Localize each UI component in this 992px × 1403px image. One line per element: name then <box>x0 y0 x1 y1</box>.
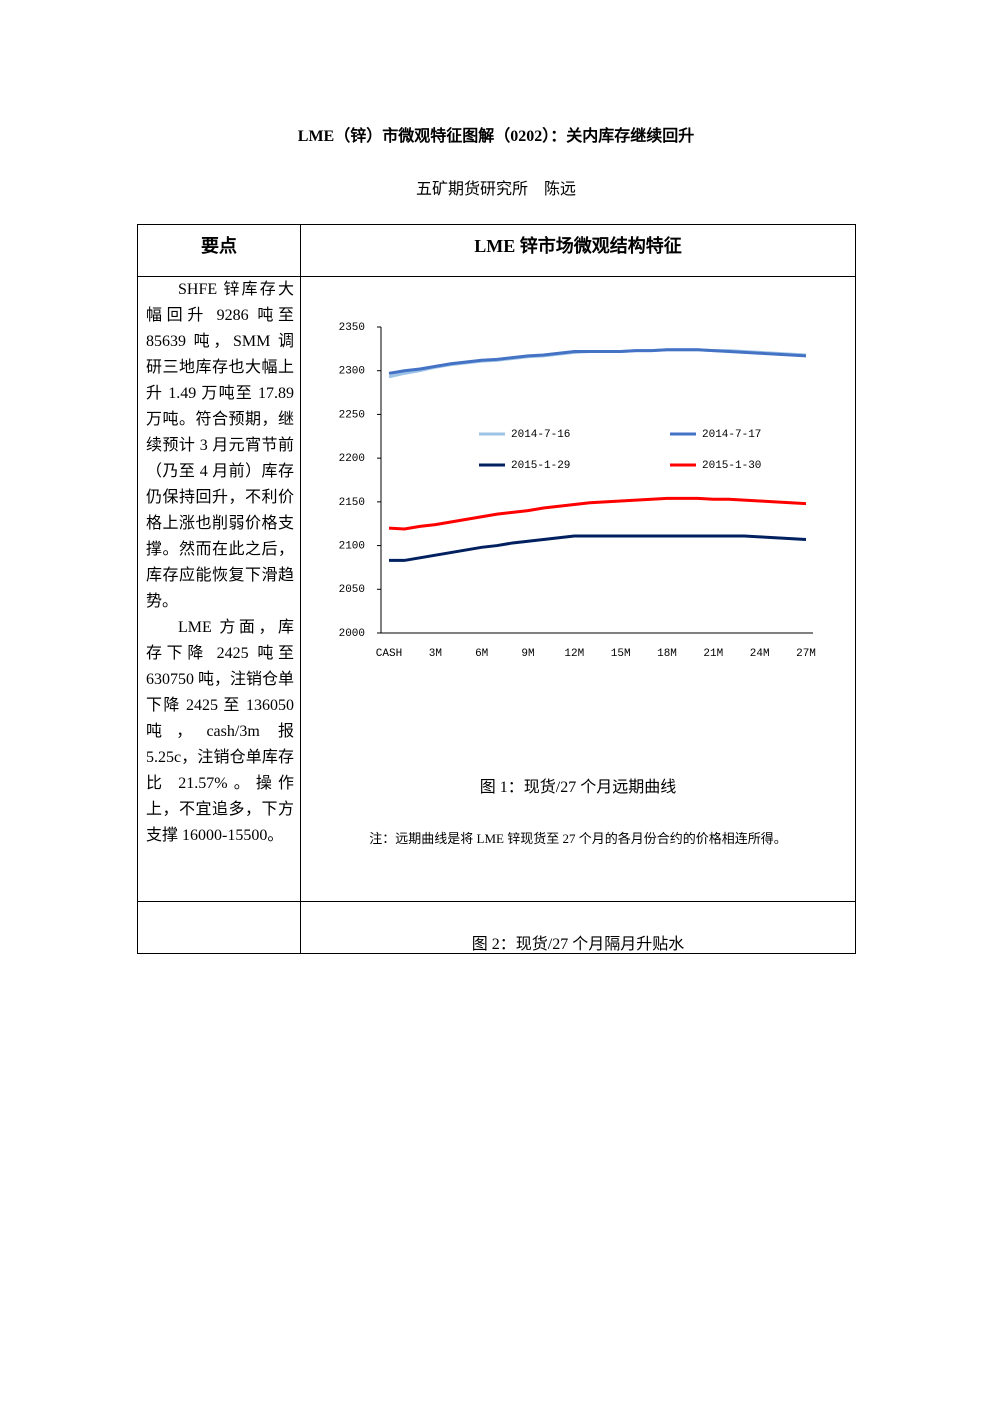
column-header: 要点 <box>201 236 237 256</box>
legend-label: 2014-7-16 <box>511 429 570 441</box>
y-tick-label: 2250 <box>339 409 365 421</box>
legend-label: 2015-1-30 <box>702 460 761 472</box>
series-line <box>389 534 807 562</box>
x-tick-label: 3M <box>429 648 442 660</box>
series-line <box>388 496 807 531</box>
legend-label: 2014-7-17 <box>702 429 761 441</box>
x-tick-label: 15M <box>611 648 631 660</box>
x-tick-label: 12M <box>564 648 584 660</box>
chart: 2000 2050 2100 2150 2200 2250 2300 2350 CASH 3M 6M… <box>339 322 816 660</box>
caption-cell <box>300 901 856 954</box>
y-tick-label: 2300 <box>339 366 365 378</box>
figure-caption: 图 1：现货/27 个月远期曲线 <box>479 779 677 796</box>
y-tick-label: 2150 <box>339 497 365 509</box>
author: 五矿期货研究所 陈远 <box>415 181 576 198</box>
figure-caption: 图 2：现货/27 个月隔月升贴水 <box>471 936 685 953</box>
y-tick-label: 2100 <box>339 540 365 552</box>
legend-label: 2015-1-29 <box>511 460 570 472</box>
paragraph: LME 方面，库存下降 2425 吨至 630750 吨，注销仓单下降 2425… <box>146 619 295 844</box>
title: LME（锌）市微观特征图解（0202）：关内库存继续回升 <box>297 128 695 145</box>
x-tick-label: CASH <box>376 648 402 660</box>
column-header: LME 锌市场微观结构特征 <box>474 236 682 256</box>
series-line <box>388 348 807 375</box>
y-tick-label: 2000 <box>339 628 365 640</box>
x-tick-label: 27M <box>796 648 816 660</box>
y-tick-label: 2050 <box>339 584 365 596</box>
x-tick-label: 24M <box>750 648 770 660</box>
x-tick-label: 21M <box>703 648 723 660</box>
y-tick-label: 2350 <box>339 322 365 334</box>
x-tick-label: 18M <box>657 648 677 660</box>
note: 注：远期曲线是将 LME 锌现货至 27 个月的各月份合约的价格相连所得。 <box>369 831 787 846</box>
y-tick-label: 2200 <box>339 453 365 465</box>
x-tick-label: 9M <box>521 648 534 660</box>
x-tick-label: 6M <box>475 648 488 660</box>
paragraph: SHFE 锌库存大幅回升 9286 吨至 85639 吨，SMM 调研三地库存也… <box>146 281 294 610</box>
notes: SHFE 锌库存大幅回升 9286 吨至 85639 吨，SMM 调研三地库存也… <box>146 277 294 849</box>
empty-cell <box>137 901 301 954</box>
